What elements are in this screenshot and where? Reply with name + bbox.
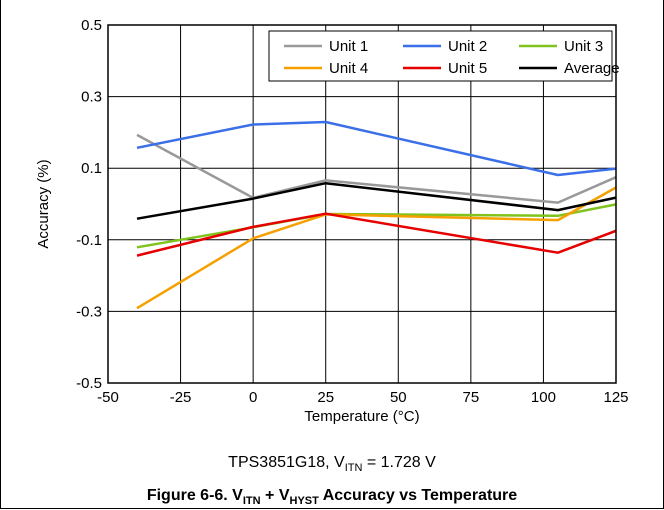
legend: Unit 1 Unit 2 Unit 3 Unit 4 Unit 5 Average bbox=[268, 30, 620, 82]
legend-label: Average bbox=[564, 60, 620, 77]
y-axis-title: Accuracy (%) bbox=[35, 159, 52, 248]
plot-area-border bbox=[107, 24, 617, 384]
x-tick-label: 25 bbox=[317, 389, 334, 406]
y-tick-labels: 0.5 0.3 0.1 -0.1 -0.3 -0.5 bbox=[76, 17, 102, 392]
y-tick-label: -0.5 bbox=[76, 375, 102, 392]
series-line-average bbox=[136, 181, 617, 220]
y-tick-label: 0.5 bbox=[81, 17, 102, 34]
y-tick-label: -0.3 bbox=[76, 303, 102, 320]
x-tick-label: 100 bbox=[531, 389, 556, 406]
legend-label: Unit 3 bbox=[564, 38, 603, 55]
legend-label: Unit 5 bbox=[448, 60, 487, 77]
x-tick-label: 125 bbox=[603, 389, 628, 406]
x-tick-labels: -50 -25 0 25 50 75 100 125 bbox=[97, 389, 628, 406]
legend-label: Unit 2 bbox=[448, 38, 487, 55]
x-tick-label: 75 bbox=[463, 389, 480, 406]
x-tick-label: 50 bbox=[390, 389, 407, 406]
x-axis-title: Temperature (°C) bbox=[304, 408, 419, 425]
accuracy-chart: -50 -25 0 25 50 75 100 125 0.5 0.3 0.1 -0.1 -0.3 -0.… bbox=[35, 17, 629, 425]
x-tick-label: 0 bbox=[249, 389, 257, 406]
legend-box bbox=[268, 30, 613, 82]
legend-label: Unit 4 bbox=[329, 60, 368, 77]
x-tick-label: -50 bbox=[97, 389, 119, 406]
y-tick-label: 0.3 bbox=[81, 89, 102, 106]
figure-caption: Figure 6-6. VITN + VHYST Accuracy vs Tem… bbox=[146, 487, 518, 508]
legend-label: Unit 1 bbox=[329, 38, 368, 55]
series-line-unit-5 bbox=[136, 212, 617, 257]
y-tick-label: -0.1 bbox=[76, 232, 102, 249]
series-line-unit-1 bbox=[136, 133, 617, 204]
chart-subtitle: TPS3851G18, VITN = 1.728 V bbox=[228, 454, 436, 475]
y-tick-label: 0.1 bbox=[81, 160, 102, 177]
series-lines bbox=[136, 120, 617, 310]
series-line-unit-3 bbox=[136, 203, 617, 249]
x-tick-label: -25 bbox=[170, 389, 192, 406]
series-line-unit-2 bbox=[136, 120, 617, 177]
